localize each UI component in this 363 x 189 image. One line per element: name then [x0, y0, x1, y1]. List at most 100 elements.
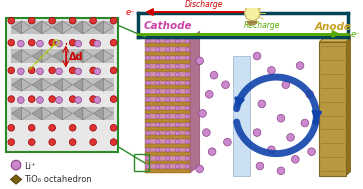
Circle shape: [146, 139, 150, 144]
Text: Recharge: Recharge: [244, 21, 280, 30]
Circle shape: [185, 123, 189, 127]
Circle shape: [156, 131, 160, 135]
Bar: [145, 131, 190, 136]
Circle shape: [166, 148, 170, 152]
Circle shape: [166, 106, 170, 110]
Circle shape: [196, 57, 204, 65]
Polygon shape: [103, 50, 113, 63]
Circle shape: [110, 96, 117, 102]
Circle shape: [245, 5, 260, 21]
Circle shape: [69, 39, 76, 46]
Polygon shape: [83, 107, 93, 120]
Circle shape: [156, 148, 160, 152]
Bar: [145, 106, 190, 110]
Circle shape: [75, 40, 82, 47]
Bar: [134, 154, 149, 171]
Polygon shape: [94, 50, 103, 63]
Circle shape: [175, 39, 180, 43]
Circle shape: [8, 67, 15, 74]
Circle shape: [175, 89, 180, 93]
Circle shape: [268, 67, 275, 74]
Polygon shape: [94, 107, 103, 120]
Circle shape: [277, 114, 285, 122]
Bar: [145, 47, 190, 52]
Bar: [11, 21, 114, 34]
Polygon shape: [42, 50, 52, 63]
Polygon shape: [83, 21, 93, 34]
Bar: [145, 156, 190, 161]
Polygon shape: [12, 78, 21, 91]
Circle shape: [17, 40, 24, 47]
Polygon shape: [103, 78, 113, 91]
Circle shape: [185, 156, 189, 160]
Polygon shape: [103, 107, 113, 120]
Circle shape: [175, 106, 180, 110]
Circle shape: [277, 167, 285, 175]
Circle shape: [291, 156, 299, 163]
Circle shape: [110, 139, 117, 146]
Polygon shape: [12, 21, 21, 34]
Circle shape: [28, 96, 35, 102]
Circle shape: [49, 124, 56, 131]
Circle shape: [146, 156, 150, 160]
Circle shape: [11, 160, 21, 170]
Circle shape: [49, 17, 56, 24]
Circle shape: [253, 52, 261, 60]
Circle shape: [8, 124, 15, 131]
Bar: [145, 89, 190, 94]
Circle shape: [75, 68, 82, 75]
Circle shape: [94, 40, 101, 47]
Circle shape: [146, 165, 150, 169]
Circle shape: [166, 73, 170, 77]
Bar: [145, 136, 190, 139]
Circle shape: [146, 47, 150, 52]
Circle shape: [37, 68, 43, 75]
Polygon shape: [21, 50, 31, 63]
Circle shape: [56, 97, 62, 103]
Circle shape: [146, 148, 150, 152]
Circle shape: [146, 56, 150, 60]
Circle shape: [90, 67, 97, 74]
Circle shape: [94, 97, 101, 103]
Polygon shape: [21, 107, 31, 120]
Circle shape: [49, 39, 56, 46]
Circle shape: [90, 96, 97, 102]
Circle shape: [56, 40, 62, 47]
Text: TiO₆ octahedron: TiO₆ octahedron: [24, 175, 91, 184]
Text: e⁻: e⁻: [351, 29, 360, 39]
Polygon shape: [32, 21, 42, 34]
Polygon shape: [190, 31, 200, 173]
Circle shape: [146, 39, 150, 43]
Circle shape: [90, 39, 97, 46]
Text: Anode: Anode: [314, 22, 351, 32]
Circle shape: [146, 81, 150, 85]
Circle shape: [146, 73, 150, 77]
Circle shape: [185, 73, 189, 77]
Circle shape: [156, 139, 160, 144]
Circle shape: [166, 131, 170, 135]
Polygon shape: [83, 50, 93, 63]
Polygon shape: [21, 78, 31, 91]
Circle shape: [17, 97, 24, 103]
Polygon shape: [53, 107, 62, 120]
Circle shape: [175, 56, 180, 60]
Text: e⁻: e⁻: [125, 8, 135, 17]
Circle shape: [205, 91, 213, 98]
Circle shape: [175, 165, 180, 169]
Polygon shape: [94, 21, 103, 34]
Circle shape: [69, 67, 76, 74]
Bar: [145, 94, 190, 97]
Circle shape: [175, 98, 180, 102]
Circle shape: [175, 73, 180, 77]
Circle shape: [146, 64, 150, 68]
Text: Δd: Δd: [69, 52, 83, 62]
Circle shape: [185, 148, 189, 152]
Circle shape: [146, 131, 150, 135]
Circle shape: [56, 68, 62, 75]
Polygon shape: [53, 50, 62, 63]
Bar: [11, 107, 114, 120]
Circle shape: [156, 89, 160, 93]
Circle shape: [185, 39, 189, 43]
Circle shape: [156, 114, 160, 119]
Text: Cathode: Cathode: [143, 21, 192, 31]
